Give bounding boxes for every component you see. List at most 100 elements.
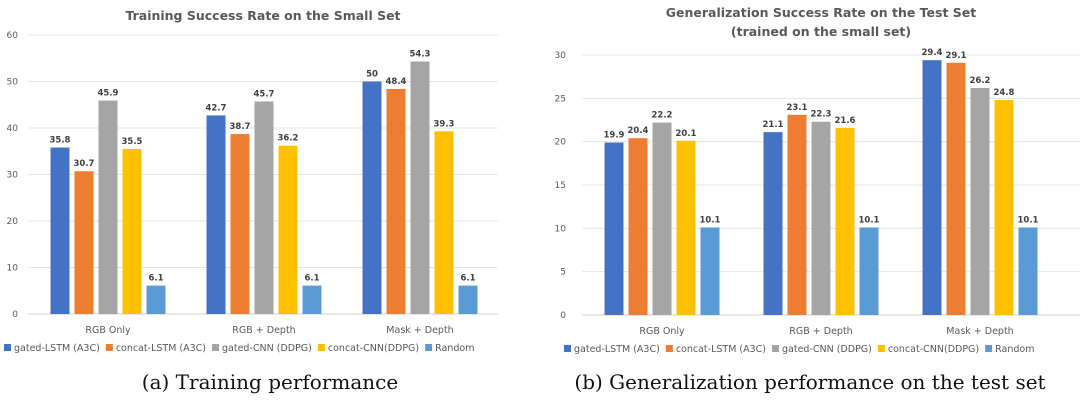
data-label: 26.2 [970,76,991,86]
x-tick-label: RGB + Depth [232,325,295,336]
y-tick-label: 25 [555,94,566,104]
legend-swatch [105,344,113,351]
bar [98,100,118,314]
data-label: 21.1 [763,120,784,130]
bar [835,127,855,315]
data-label: 29.1 [946,51,967,61]
bar [652,122,672,315]
bar [628,138,648,315]
x-tick-label: Mask + Depth [946,326,1013,337]
caption-a: (a) Training performance [141,370,399,394]
data-label: 50 [366,70,378,80]
bar [994,100,1014,315]
x-tick-label: RGB + Depth [789,326,852,337]
legend-swatch [564,345,571,352]
bar [206,115,226,314]
data-label: 39.3 [434,119,455,129]
y-tick-label: 30 [7,171,19,181]
x-tick-label: Mask + Depth [386,325,453,336]
legend-swatch [665,345,673,352]
data-label: 6.1 [148,274,163,284]
x-tick-label: RGB Only [639,326,685,337]
x-tick-label: RGB Only [85,325,131,336]
data-label: 6.1 [460,274,475,284]
bar [811,121,831,315]
y-tick-label: 0 [560,311,566,321]
bar [700,227,720,315]
bar [922,60,942,316]
bar [458,285,478,314]
bar [122,148,142,314]
caption-b: (b) Generalization performance on the te… [574,370,1046,394]
legend-label: concat-LSTM (A3C) [676,344,766,355]
legend-label: Random [995,344,1034,355]
data-label: 48.4 [386,77,407,87]
bar [302,285,322,314]
bar [74,171,94,314]
bar [859,227,879,315]
data-label: 36.2 [278,134,299,144]
legend-swatch [4,344,11,351]
y-tick-label: 15 [555,181,566,191]
bar [1018,227,1038,315]
legend-label: concat-LSTM (A3C) [116,343,206,354]
bar [230,134,250,314]
data-label: 38.7 [230,122,251,132]
legend-swatch [425,344,433,351]
bar [362,81,382,314]
data-label: 54.3 [410,50,431,60]
bar [970,87,990,315]
data-label: 42.7 [206,103,227,113]
y-tick-label: 10 [555,224,567,234]
data-label: 35.8 [50,136,71,146]
data-label: 22.3 [811,110,832,120]
bar [146,285,166,314]
legend-label: concat-CNN(DDPG) [328,343,419,354]
data-label: 10.1 [1018,215,1039,225]
legend-label: concat-CNN(DDPG) [888,344,979,355]
legend-label: gated-LSTM (A3C) [574,344,660,355]
data-label: 24.8 [994,88,1015,98]
data-label: 45.7 [254,89,275,99]
data-label: 6.1 [304,274,319,284]
legend-swatch [212,344,219,351]
legend-swatch [317,344,325,351]
bar [254,101,274,315]
y-tick-label: 20 [7,217,19,227]
y-tick-label: 40 [7,124,19,134]
bar [278,145,298,314]
data-label: 10.1 [859,215,880,225]
bar [787,114,807,315]
y-tick-label: 10 [7,264,19,274]
legend-label: gated-CNN (DDPG) [222,343,312,354]
legend-swatch [772,345,779,352]
data-label: 22.2 [652,111,673,121]
bar [946,62,966,315]
y-tick-label: 5 [560,268,566,278]
y-tick-label: 20 [555,138,567,148]
data-label: 35.5 [122,137,143,147]
bar [763,132,783,315]
legend-swatch [877,345,885,352]
legend-label: gated-CNN (DDPG) [782,344,872,355]
data-label: 45.9 [98,89,119,99]
training-success-chart: Training Success Rate on the Small Set 0 1… [4,8,498,354]
bar [676,140,696,315]
data-label: 21.6 [835,116,856,126]
y-tick-label: 50 [7,78,19,88]
y-tick-label: 0 [12,310,18,320]
y-tick-label: 30 [555,51,567,61]
chart-subtitle: (trained on the small set) [731,24,911,39]
generalization-success-chart: Generalization Success Rate on the Test … [555,5,1080,355]
bar [410,61,430,314]
generalization-performance-panel: Generalization Success Rate on the Test … [540,0,1080,407]
chart-title: Training Success Rate on the Small Set [125,8,400,23]
bar [434,131,454,314]
training-performance-panel: Training Success Rate on the Small Set 0 1… [4,8,498,394]
data-label: 30.7 [74,159,95,169]
bar [50,147,70,314]
data-label: 20.4 [628,126,649,136]
data-label: 23.1 [787,103,808,113]
data-label: 19.9 [604,131,625,141]
legend-label: Random [435,343,474,354]
